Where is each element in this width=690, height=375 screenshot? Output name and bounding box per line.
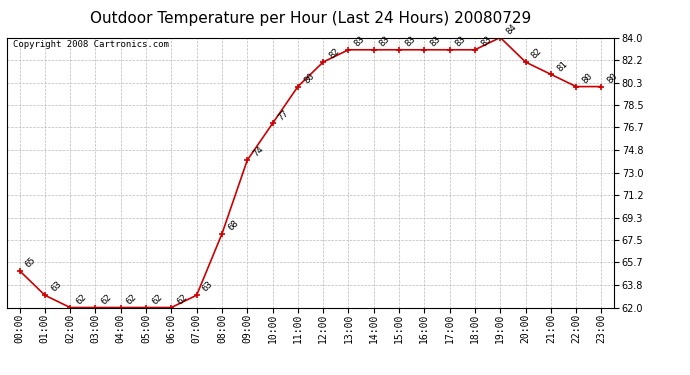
Text: 80: 80 (580, 71, 594, 85)
Text: 68: 68 (226, 219, 240, 232)
Text: 62: 62 (125, 292, 139, 306)
Text: 83: 83 (479, 34, 493, 48)
Text: 83: 83 (428, 34, 442, 48)
Text: 84: 84 (504, 22, 518, 36)
Text: 80: 80 (302, 71, 316, 85)
Text: 83: 83 (353, 34, 366, 48)
Text: 83: 83 (403, 34, 417, 48)
Text: 63: 63 (201, 280, 215, 294)
Text: 62: 62 (150, 292, 164, 306)
Text: 65: 65 (23, 255, 38, 269)
Text: 83: 83 (454, 34, 468, 48)
Text: 83: 83 (378, 34, 392, 48)
Text: Copyright 2008 Cartronics.com: Copyright 2008 Cartronics.com (13, 40, 169, 49)
Text: 77: 77 (277, 108, 290, 122)
Text: 81: 81 (555, 59, 569, 73)
Text: 80: 80 (606, 71, 620, 85)
Text: Outdoor Temperature per Hour (Last 24 Hours) 20080729: Outdoor Temperature per Hour (Last 24 Ho… (90, 11, 531, 26)
Text: 74: 74 (251, 145, 266, 159)
Text: 82: 82 (327, 47, 342, 61)
Text: 82: 82 (530, 47, 544, 61)
Text: 63: 63 (49, 280, 63, 294)
Text: 62: 62 (75, 292, 88, 306)
Text: 62: 62 (99, 292, 114, 306)
Text: 62: 62 (175, 292, 190, 306)
